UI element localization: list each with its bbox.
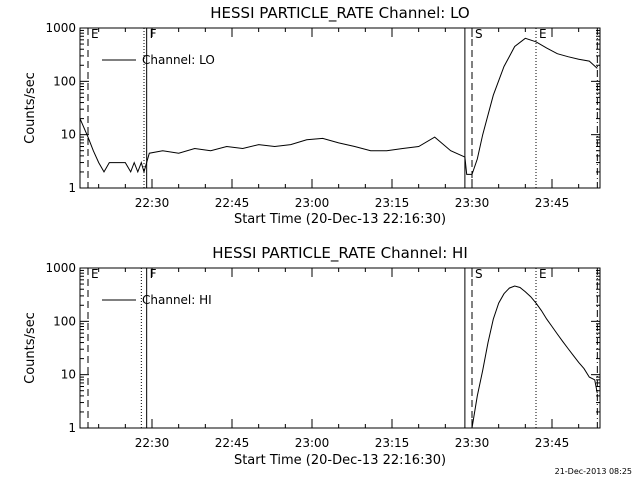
y-tick-label: 1000 bbox=[45, 21, 76, 35]
plot-frame bbox=[79, 267, 601, 429]
y-axis-label: Counts/sec bbox=[23, 312, 38, 384]
event-marker-label: E bbox=[91, 267, 99, 281]
x-axis-label: Start Time (20-Dec-13 22:16:30) bbox=[234, 212, 446, 227]
x-tick-label: 23:30 bbox=[455, 196, 490, 210]
x-tick-label: 22:45 bbox=[215, 436, 250, 450]
y-tick-label: 100 bbox=[53, 314, 76, 328]
x-tick-label: 23:15 bbox=[375, 436, 410, 450]
x-tick-label: 23:30 bbox=[455, 436, 490, 450]
x-tick-label: 23:00 bbox=[295, 196, 330, 210]
legend-label: Channel: HI bbox=[142, 293, 212, 307]
x-tick-label: 22:30 bbox=[135, 436, 170, 450]
plot-frame bbox=[79, 27, 601, 189]
x-tick-label: 22:30 bbox=[135, 196, 170, 210]
panel-hi: HESSI PARTICLE_RATE Channel: HI 1 10 100 100… bbox=[23, 244, 601, 468]
x-tick-label: 23:15 bbox=[375, 196, 410, 210]
event-marker-label: F bbox=[150, 27, 157, 41]
x-tick-label: 22:45 bbox=[215, 196, 250, 210]
y-tick-label: 1 bbox=[68, 181, 76, 195]
x-tick-label: 23:00 bbox=[295, 436, 330, 450]
y-tick-label: 1000 bbox=[45, 261, 76, 275]
series-line bbox=[471, 285, 598, 429]
y-tick-label: 10 bbox=[61, 368, 76, 382]
event-marker-label: E bbox=[539, 27, 547, 41]
timestamp: 21-Dec-2013 08:25 bbox=[555, 467, 632, 476]
event-marker-label: F bbox=[150, 267, 157, 281]
x-axis-label: Start Time (20-Dec-13 22:16:30) bbox=[234, 453, 446, 468]
event-marker-label: E bbox=[91, 27, 99, 41]
event-marker-label: S bbox=[475, 27, 483, 41]
x-tick-label: 23:45 bbox=[535, 196, 570, 210]
panel-lo: HESSI PARTICLE_RATE Channel: LO 1 10 100 100… bbox=[23, 4, 601, 227]
y-tick-label: 100 bbox=[53, 74, 76, 88]
y-tick-label: 10 bbox=[61, 128, 76, 142]
y-tick-label: 1 bbox=[68, 421, 76, 435]
chart-title: HESSI PARTICLE_RATE Channel: LO bbox=[210, 4, 469, 23]
chart-title: HESSI PARTICLE_RATE Channel: HI bbox=[212, 244, 468, 263]
series-line bbox=[79, 37, 598, 175]
y-axis-label: Counts/sec bbox=[23, 72, 38, 144]
event-marker-label: E bbox=[539, 267, 547, 281]
x-tick-label: 23:45 bbox=[535, 436, 570, 450]
event-marker-label: S bbox=[475, 267, 483, 281]
legend-label: Channel: LO bbox=[142, 53, 215, 67]
